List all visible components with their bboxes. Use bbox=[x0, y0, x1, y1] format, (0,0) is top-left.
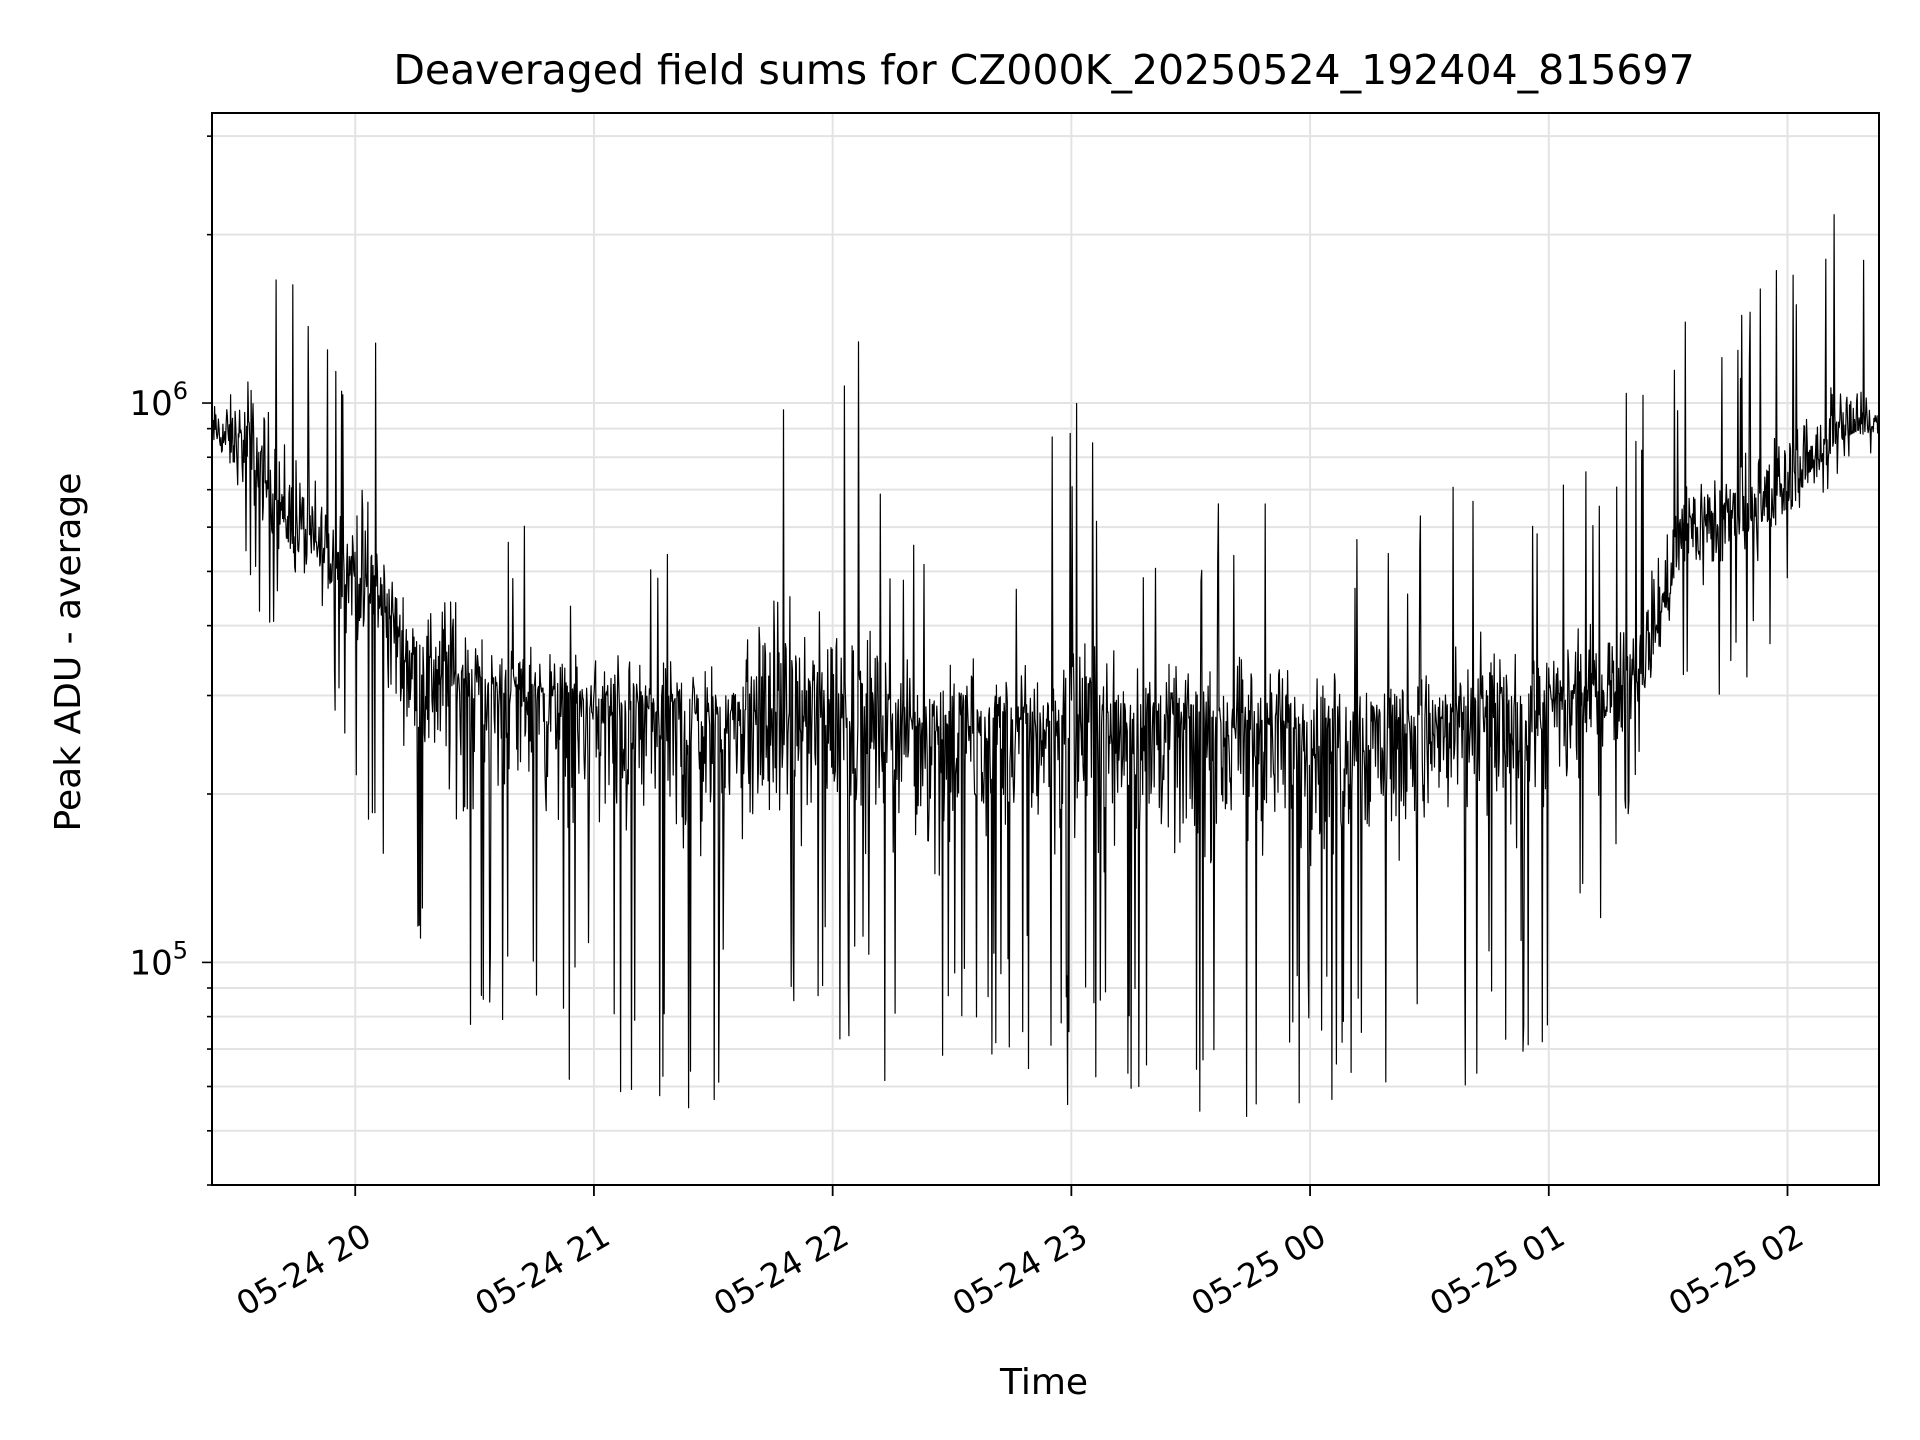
y-tick-exponent: 5 bbox=[173, 936, 188, 964]
y-tick-base: 10 bbox=[129, 943, 172, 983]
x-tick-label: 05-24 21 bbox=[468, 1216, 616, 1324]
plot-frame bbox=[211, 112, 1880, 1186]
y-axis-label: Peak ADU - average bbox=[48, 473, 89, 832]
x-tick-label: 05-25 01 bbox=[1423, 1216, 1571, 1324]
series-layer bbox=[211, 214, 1880, 1117]
x-axis: 05-24 20 05-24 21 05-24 22 05-24 23 05-25 00… bbox=[230, 1185, 1810, 1324]
x-tick-label: 05-25 00 bbox=[1184, 1216, 1332, 1324]
y-tick-label: 105 bbox=[129, 936, 188, 983]
chart-title: Deaveraged field sums for CZ000K_2025052… bbox=[393, 46, 1694, 94]
series-line bbox=[211, 214, 1880, 1117]
grid-layer bbox=[212, 113, 1879, 1186]
x-tick-label: 05-24 23 bbox=[946, 1216, 1094, 1324]
y-tick-exponent: 6 bbox=[173, 377, 188, 405]
y-tick-label: 106 bbox=[129, 377, 188, 424]
y-tick-base: 10 bbox=[129, 384, 172, 424]
x-axis-label: Time bbox=[999, 1362, 1088, 1403]
x-tick-label: 05-24 22 bbox=[707, 1216, 855, 1324]
x-tick-label: 05-25 02 bbox=[1662, 1216, 1810, 1324]
x-tick-label: 05-24 20 bbox=[230, 1216, 378, 1324]
